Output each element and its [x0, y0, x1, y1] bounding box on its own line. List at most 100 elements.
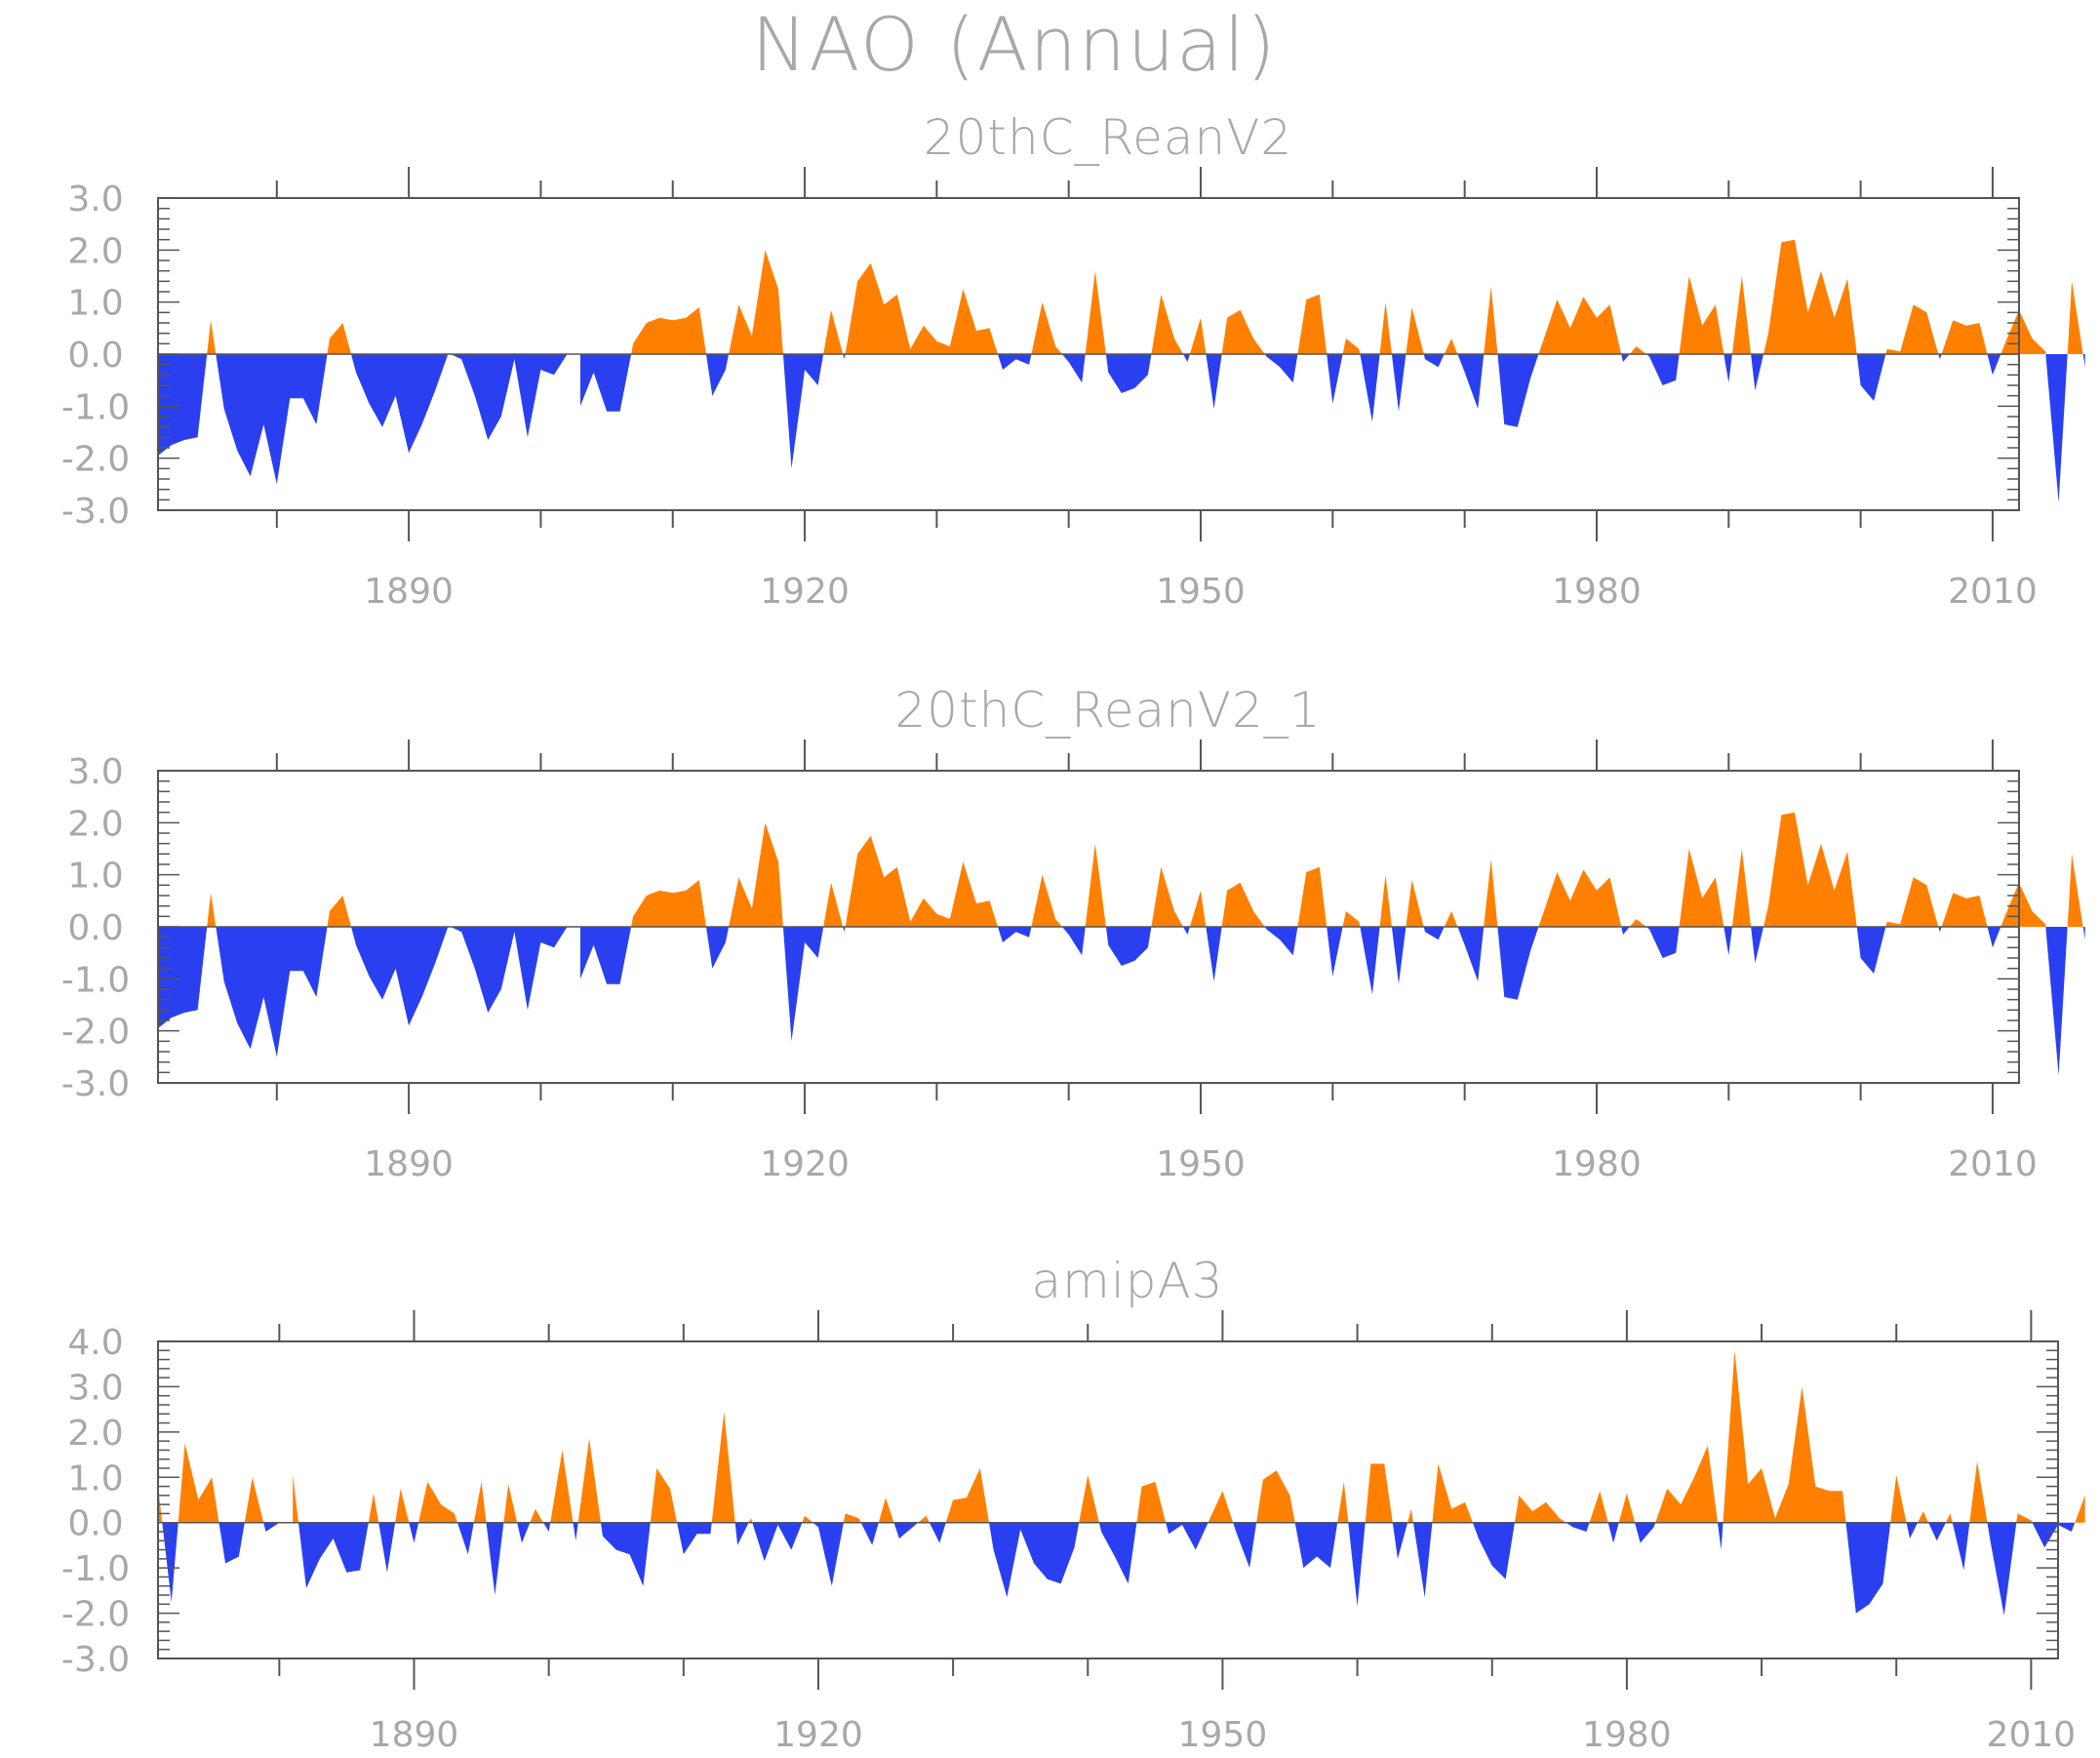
positive-anomaly-fill	[1085, 843, 1106, 927]
y-tick-label: -1.0	[61, 1549, 130, 1589]
main-title: NAO (Annual)	[752, 1, 1278, 88]
panel-title: 20thC_ReanV2_1	[894, 682, 1321, 739]
positive-anomaly-fill	[1885, 304, 1939, 354]
positive-anomaly-fill	[823, 309, 844, 354]
negative-anomaly-fill	[782, 354, 824, 469]
positive-anomaly-fill	[1514, 1495, 1566, 1523]
positive-anomaly-fill	[1432, 1463, 1473, 1523]
positive-anomaly-fill	[1256, 1470, 1295, 1523]
positive-anomaly-fill	[1031, 301, 1062, 354]
negative-anomaly-fill	[1360, 927, 1380, 995]
panel-1: 20thC_ReanV2_1 3.0 2.0 1.0 0.0 -1.0 -2.0 -3.0 18…	[61, 682, 2085, 1184]
positive-anomaly-fill	[1885, 877, 1939, 927]
positive-anomaly-fill	[550, 1450, 574, 1523]
negative-anomaly-fill	[351, 927, 449, 1026]
positive-anomaly-fill	[368, 1493, 379, 1523]
negative-anomaly-fill	[1635, 1522, 1656, 1543]
panel-0: 20thC_ReanV2 3.0 2.0 1.0 0.0 -1.0 -2.0 -3.0 1890…	[61, 109, 2085, 612]
y-tick-label: 0.0	[67, 908, 123, 948]
negative-anomaly-fill	[1952, 1522, 1970, 1571]
negative-anomaly-fill	[1098, 1522, 1137, 1584]
positive-anomaly-fill	[2067, 281, 2083, 354]
negative-anomaly-fill	[1423, 354, 1445, 368]
negative-anomaly-fill	[1206, 354, 1222, 409]
negative-anomaly-fill	[1718, 1522, 1724, 1550]
positive-anomaly-fill	[1342, 339, 1361, 354]
y-tick-label: 1.0	[67, 284, 123, 324]
positive-anomaly-fill	[1151, 294, 1183, 354]
negative-anomaly-fill	[543, 1522, 551, 1532]
panel-title: amipA3	[1032, 1253, 1224, 1309]
positive-anomaly-fill	[945, 1468, 989, 1523]
negative-anomaly-fill	[1264, 927, 1298, 956]
negative-anomaly-fill	[2032, 1522, 2076, 1548]
positive-anomaly-fill	[1297, 866, 1327, 927]
y-tick-label: -3.0	[61, 492, 130, 532]
negative-anomaly-fill	[451, 927, 568, 1013]
negative-anomaly-fill	[1166, 1522, 1208, 1550]
negative-anomaly-fill	[1183, 927, 1190, 935]
positive-anomaly-fill	[2067, 854, 2083, 927]
positive-anomaly-fill	[1221, 882, 1265, 927]
y-tick-label: 2.0	[67, 231, 123, 271]
positive-anomaly-fill	[395, 1488, 410, 1523]
negative-anomaly-fill	[998, 927, 1032, 942]
negative-anomaly-fill	[843, 354, 846, 360]
positive-anomaly-fill	[2016, 1513, 2033, 1523]
x-tick-label: 1950	[1178, 1715, 1268, 1754]
negative-anomaly-fill	[2045, 354, 2068, 502]
negative-anomaly-fill	[1423, 927, 1445, 940]
positive-anomaly-fill	[1618, 1493, 1636, 1523]
negative-anomaly-fill	[1105, 354, 1152, 393]
positive-anomaly-fill	[1208, 1491, 1234, 1523]
y-tick-label: -3.0	[61, 1064, 130, 1104]
positive-anomaly-fill	[1079, 1475, 1099, 1523]
negative-anomaly-fill	[1856, 354, 1886, 401]
y-tick-label: 1.0	[67, 1458, 123, 1498]
negative-anomaly-fill	[706, 354, 730, 396]
negative-anomaly-fill	[162, 1522, 178, 1602]
positive-anomaly-fill	[1342, 911, 1361, 927]
x-tick-label: 1920	[760, 572, 850, 612]
negative-anomaly-fill	[158, 927, 208, 1028]
negative-anomaly-fill	[1751, 354, 1763, 391]
y-tick-label: -2.0	[61, 1013, 130, 1053]
negative-anomaly-fill	[1565, 1522, 1590, 1532]
negative-anomaly-fill	[1327, 354, 1343, 404]
positive-anomaly-fill	[207, 320, 217, 354]
positive-anomaly-fill	[1538, 869, 1622, 927]
positive-anomaly-fill	[1763, 812, 1857, 927]
positive-anomaly-fill	[918, 1515, 930, 1523]
negative-anomaly-fill	[1183, 354, 1190, 362]
y-tick-label: 4.0	[67, 1323, 123, 1363]
x-tick-label: 1920	[760, 1144, 850, 1184]
negative-anomaly-fill	[677, 1522, 712, 1555]
y-tick-label: 3.0	[67, 752, 123, 792]
negative-anomaly-fill	[1360, 354, 1380, 422]
positive-anomaly-fill	[650, 1468, 678, 1523]
negative-anomaly-fill	[451, 354, 568, 440]
positive-anomaly-fill	[1484, 859, 1498, 927]
negative-anomaly-fill	[218, 1522, 245, 1564]
positive-anomaly-fill	[2075, 1495, 2085, 1523]
positive-anomaly-fill	[293, 1475, 298, 1523]
positive-anomaly-fill	[1890, 1475, 1907, 1523]
y-tick-label: 0.0	[67, 336, 123, 376]
positive-anomaly-fill	[1589, 1491, 1608, 1523]
negative-anomaly-fill	[263, 1522, 280, 1532]
chart-panels: 20thC_ReanV23.02.01.00.0-1.0-2.0-3.01890…	[61, 109, 2085, 1755]
positive-anomaly-fill	[1655, 1445, 1718, 1523]
negative-anomaly-fill	[998, 354, 1032, 370]
positive-anomaly-fill	[1444, 911, 1458, 927]
positive-anomaly-fill	[1723, 1350, 1846, 1523]
positive-anomaly-fill	[823, 882, 844, 927]
x-tick-label: 1920	[773, 1715, 863, 1754]
negative-anomaly-fill	[1497, 927, 1539, 1000]
negative-anomaly-fill	[2082, 927, 2085, 940]
negative-anomaly-fill	[1906, 1522, 1919, 1538]
positive-anomaly-fill	[1444, 339, 1458, 354]
positive-anomaly-fill	[1151, 866, 1183, 927]
positive-anomaly-fill	[2001, 882, 2046, 927]
